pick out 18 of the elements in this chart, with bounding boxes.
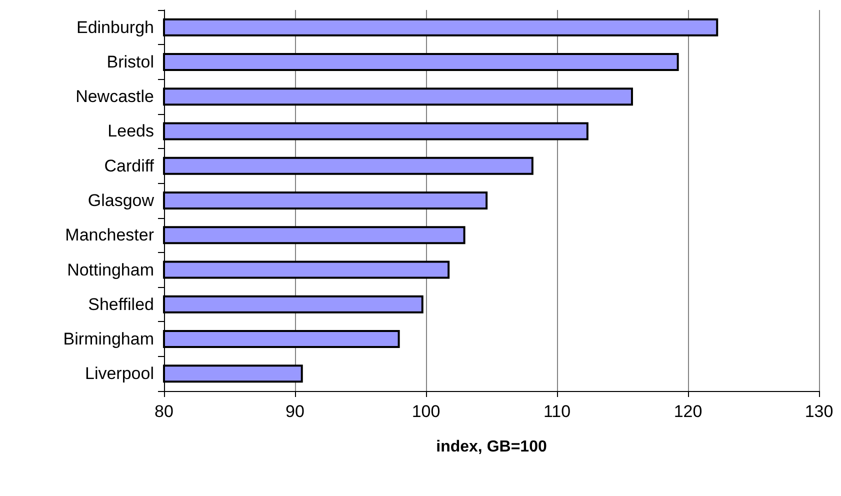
x-tick-label: 110 (543, 402, 571, 421)
x-tick-label: 80 (154, 402, 174, 421)
y-tick-label: Birmingham (63, 330, 154, 349)
y-tick-label: Leeds (108, 122, 154, 141)
x-tick-label: 100 (412, 402, 440, 421)
y-tick-label: Sheffiled (88, 294, 154, 314)
x-axis-title: index, GB=100 (436, 438, 547, 456)
y-tick-label: Cardiff (104, 156, 154, 176)
x-tick-label: 90 (286, 402, 304, 421)
y-tick-label: Nottingham (67, 260, 154, 280)
y-tick-label: Glasgow (88, 191, 155, 210)
y-tick-label: Bristol (106, 52, 154, 72)
x-tick-label: 130 (804, 402, 834, 421)
y-tick-label: Manchester (65, 226, 154, 245)
y-tick-label: Edinburgh (76, 18, 154, 37)
x-tick-label: 120 (674, 402, 702, 421)
y-tick-label: Liverpool (85, 364, 154, 384)
y-tick-label: Newcastle (76, 87, 154, 106)
